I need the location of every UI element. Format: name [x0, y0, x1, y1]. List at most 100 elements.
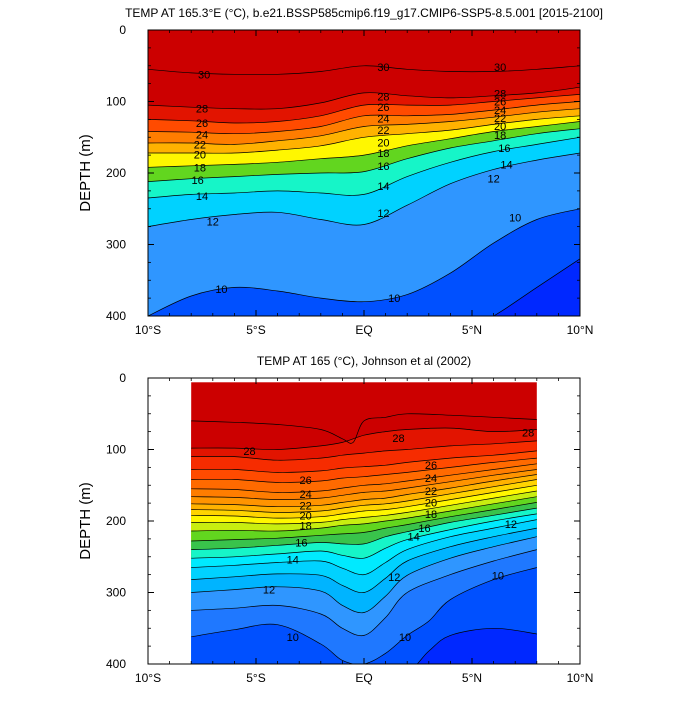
x-tick-label: 5°S [246, 323, 265, 337]
axes: 10°S 5°S EQ 5°N 10°N 0 100 200 300 400 [106, 371, 593, 685]
isotherm-28 [148, 86, 580, 110]
isotherm-24 [148, 101, 580, 135]
y-tick-label: 100 [106, 95, 126, 109]
isotherm-25 [191, 457, 537, 483]
y-tick-label: 200 [106, 514, 126, 528]
contour-label: 14 [196, 191, 208, 203]
y-tick-label: 400 [106, 657, 126, 671]
y-tick-label: 200 [106, 166, 126, 180]
isotherm-14 [148, 136, 580, 199]
y-tick-label: 100 [106, 443, 126, 457]
isotherm-10 [148, 208, 580, 316]
contour-fills [191, 382, 537, 664]
isotherm-12 [191, 536, 537, 614]
isotherm-13 [191, 527, 537, 594]
isotherm-27 [191, 440, 537, 461]
x-tick-label: 5°N [462, 671, 482, 685]
contour-label: 22 [377, 125, 389, 137]
isotherm-28 [191, 427, 537, 450]
contour-label: 26 [425, 460, 437, 472]
contour-label: 12 [487, 174, 499, 186]
isotherm-9 [416, 627, 537, 664]
contour-label: 12 [263, 585, 275, 597]
contour-label: 18 [300, 520, 312, 532]
axes: 10°S 5°S EQ 5°N 10°N 0 100 200 300 400 [106, 23, 593, 337]
contour-label: 26 [196, 118, 208, 130]
contour-label: 10 [287, 632, 299, 644]
isotherm-17 [191, 502, 537, 542]
panel-cesm-ssp585: TEMP AT 165.3°E (°C), b.e21.BSSP585cmip6… [77, 6, 603, 337]
contour-label: 18 [425, 509, 437, 521]
contour-label: 12 [207, 217, 219, 229]
contour-label: 28 [392, 433, 404, 445]
isotherm-18 [191, 496, 537, 532]
contour-label: 22 [300, 500, 312, 512]
contour-label: 22 [194, 139, 206, 151]
isotherm-11 [191, 549, 537, 637]
y-tick-label: 300 [106, 586, 126, 600]
isotherm-30 [148, 65, 580, 75]
band-fill-below-10 [148, 208, 580, 316]
band-fill-below-9 [417, 628, 537, 664]
panel-title: TEMP AT 165 (°C), Johnson et al (2002) [257, 354, 471, 368]
isotherm-18 [148, 121, 580, 168]
isotherm-16 [191, 507, 537, 550]
contour-label: 22 [494, 113, 506, 125]
isotherm-29 [191, 413, 537, 444]
contour-label: 16 [498, 143, 510, 155]
isotherm-26 [191, 450, 537, 473]
contour-label: 16 [295, 537, 307, 549]
contour-label: 28 [196, 104, 208, 116]
isotherm-10 [191, 567, 537, 664]
contour-label: 10 [388, 293, 400, 305]
contour-label: 20 [425, 497, 437, 509]
x-tick-label: 10°N [567, 671, 594, 685]
y-tick-label: 400 [106, 309, 126, 323]
contour-label: 24 [377, 114, 389, 126]
isotherm-14 [191, 519, 537, 576]
contour-label: 30 [377, 62, 389, 74]
contour-label: 14 [377, 181, 389, 193]
contour-label: 20 [494, 121, 506, 133]
x-tick-label: 5°S [246, 671, 265, 685]
contour-label: 26 [494, 97, 506, 109]
contour-label: 16 [377, 161, 389, 173]
contour-label: 10 [399, 632, 411, 644]
contour-label: 14 [408, 532, 420, 544]
isotherm-20 [148, 115, 580, 154]
isotherm-15 [191, 513, 537, 559]
x-tick-label: 10°S [135, 671, 161, 685]
x-tick-label: 10°S [135, 323, 161, 337]
isotherm-22 [191, 474, 537, 508]
contour-label: 14 [500, 159, 512, 171]
contour-label: 12 [377, 208, 389, 220]
isotherm-24 [191, 463, 537, 493]
y-axis-label: DEPTH (m) [77, 482, 94, 560]
isotherm-9 [492, 258, 580, 316]
x-tick-label: 10°N [567, 323, 594, 337]
contour-label: 20 [194, 149, 206, 161]
contour-label: 24 [425, 473, 437, 485]
x-tick-label: 5°N [462, 323, 482, 337]
contour-label: 12 [505, 519, 517, 531]
contour-label: 28 [522, 427, 534, 439]
contour-label: 10 [492, 570, 504, 582]
isotherm-16 [148, 128, 580, 182]
contour-label: 18 [494, 130, 506, 142]
contour-label: 14 [287, 555, 299, 567]
isotherm-20 [191, 484, 537, 519]
contour-label: 28 [494, 89, 506, 101]
isotherm-26 [148, 94, 580, 124]
y-axis-label: DEPTH (m) [77, 134, 94, 212]
contour-label: 26 [300, 475, 312, 487]
contour-label: 12 [388, 572, 400, 584]
contour-label: 16 [418, 523, 430, 535]
contour-label: 26 [377, 102, 389, 114]
isotherm-19 [191, 490, 537, 525]
contour-label: 20 [300, 510, 312, 522]
contour-label: 28 [377, 91, 389, 103]
